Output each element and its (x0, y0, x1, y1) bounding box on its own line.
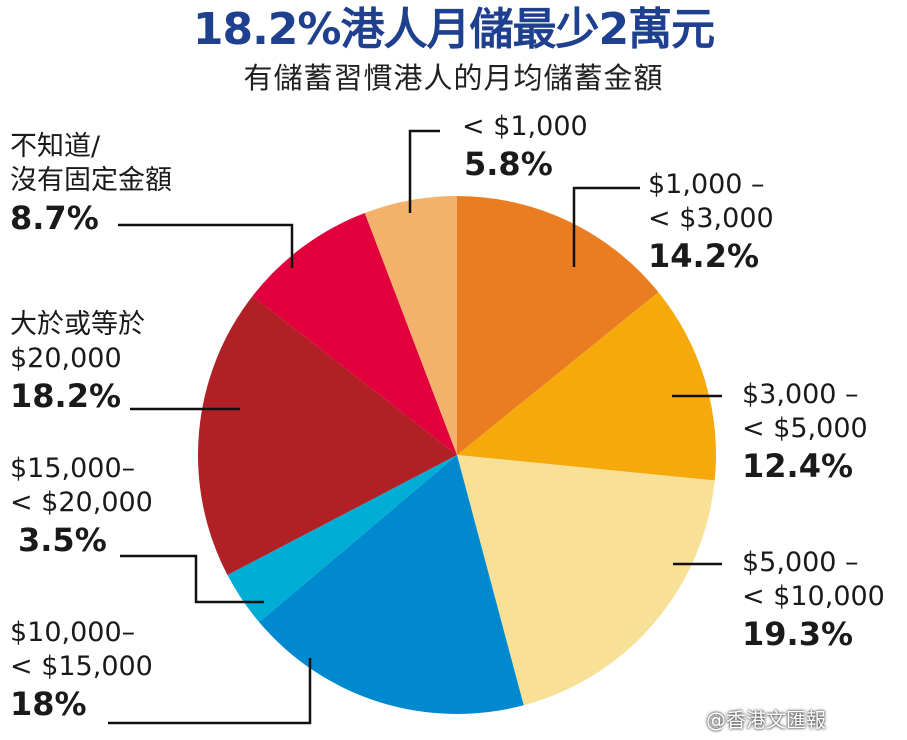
slice-unknown (252, 212, 457, 455)
slice-category-line: < $20,000 (10, 487, 153, 518)
slice-category-line: 沒有固定金額 (10, 165, 172, 196)
leader-line (120, 554, 264, 604)
chart-subtitle: 有儲蓄習慣港人的月均儲蓄金額 (243, 61, 664, 95)
slice-category-line: < $5,000 (742, 413, 868, 444)
slice-label-under-1000: < $1,000 5.8% (462, 110, 588, 184)
slice-label-1000-3000: $1,000 – < $3,000 14.2% (648, 168, 774, 276)
leader-line (108, 658, 312, 725)
slice-category-line: < $15,000 (10, 651, 153, 682)
slice-10000-15000 (259, 455, 524, 714)
watermark: @香港文匯報 (706, 708, 826, 732)
slice-percent: 5.8% (464, 145, 553, 183)
slice-percent: 18.2% (10, 377, 122, 415)
slice-20000-plus (197, 296, 457, 575)
slice-label-15000-20000: $15,000– < $20,000 3.5% (10, 452, 153, 560)
slice-label-10000-15000: $10,000– < $15,000 18% (10, 616, 153, 724)
chart-title: 18.2%港人月儲最少2萬元 (192, 4, 715, 55)
slice-5000-10000 (457, 455, 715, 706)
slice-category-line: < $3,000 (648, 203, 774, 234)
slice-under-1000 (364, 196, 457, 455)
pie-slices (197, 196, 717, 714)
slice-percent: 3.5% (18, 521, 107, 559)
slice-category-line: $10,000– (10, 617, 136, 648)
slice-category-line: < $10,000 (742, 581, 885, 612)
slice-3000-5000 (457, 292, 717, 481)
leader-line (572, 186, 640, 267)
slice-category-line: $3,000 – (742, 379, 859, 410)
slice-category-line: $15,000– (10, 453, 136, 484)
leader-line (118, 223, 294, 268)
slice-category-line: $5,000 – (742, 547, 859, 578)
slice-percent: 18% (10, 685, 87, 723)
slice-category-line: $1,000 – (648, 169, 765, 200)
slice-1000-3000 (457, 196, 659, 455)
slice-percent: 14.2% (648, 237, 760, 275)
slice-label-unknown: 不知道/ 沒有固定金額 8.7% (10, 130, 172, 238)
slice-percent: 19.3% (742, 615, 854, 653)
slice-category-line: 不知道/ (10, 131, 101, 162)
slice-label-3000-5000: $3,000 – < $5,000 12.4% (742, 378, 868, 486)
leader-lines (108, 129, 722, 725)
slice-label-5000-10000: $5,000 – < $10,000 19.3% (742, 546, 885, 654)
slice-category-line: $20,000 (10, 343, 122, 374)
slice-15000-20000 (227, 455, 457, 623)
slice-percent: 12.4% (742, 447, 854, 485)
slice-category-line: 大於或等於 (10, 309, 145, 340)
slice-category-line: < $1,000 (462, 111, 588, 142)
slice-percent: 8.7% (10, 199, 99, 237)
leader-line (408, 129, 440, 213)
slice-label-20000-plus: 大於或等於 $20,000 18.2% (10, 308, 145, 416)
